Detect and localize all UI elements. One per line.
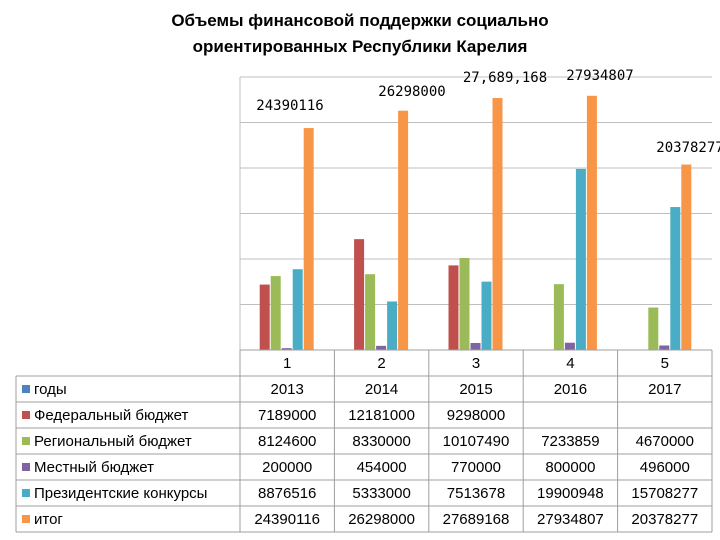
table-cell: 9298000 (447, 407, 505, 424)
data-label: 27934807 (566, 68, 633, 84)
bar-4-0 (292, 269, 303, 350)
table-cell: 8330000 (352, 433, 410, 450)
table-cell: 8876516 (258, 485, 316, 502)
bar-3-4 (659, 345, 670, 350)
legend-swatch (22, 385, 30, 393)
bar-1-2 (448, 265, 459, 350)
table-cell: 2015 (459, 381, 492, 398)
table-cell: 2013 (271, 381, 304, 398)
table-cell: 10107490 (443, 433, 510, 450)
bar-1-1 (354, 239, 365, 350)
data-label: 27,689,168 (463, 70, 547, 86)
legend-swatch (22, 437, 30, 445)
table-cell: 200000 (262, 459, 312, 476)
bar-4-1 (387, 301, 398, 350)
table-cell: 8124600 (258, 433, 316, 450)
bar-2-2 (459, 258, 470, 350)
chart-title: Объемы финансовой поддержки социально ор… (120, 8, 600, 60)
bar-2-0 (270, 276, 281, 350)
bar-5-1 (398, 110, 409, 350)
legend-swatch (22, 515, 30, 523)
bar-2-3 (553, 284, 564, 350)
category-label: 2 (377, 355, 385, 372)
table-cell: 24390116 (254, 511, 320, 528)
bar-5-2 (492, 98, 503, 351)
bar-5-0 (303, 128, 314, 350)
table-cell: 770000 (451, 459, 501, 476)
chart-title-line1: Объемы финансовой поддержки социально (171, 11, 549, 30)
table-cell: 7233859 (541, 433, 599, 450)
category-label: 1 (283, 355, 291, 372)
table-cell: 27689168 (443, 511, 510, 528)
legend-swatch (22, 489, 30, 497)
legend-label: итог (34, 511, 63, 528)
table-cell: 20378277 (631, 511, 698, 528)
table-cell: 4670000 (636, 433, 694, 450)
bar-3-1 (376, 345, 387, 350)
legend-label: годы (34, 381, 67, 398)
legend-label: Местный бюджет (34, 459, 154, 476)
chart-title-line2: ориентированных Республики Карелия (192, 37, 528, 56)
bar-4-4 (670, 207, 681, 350)
data-label: 24390116 (256, 98, 323, 114)
category-label: 4 (566, 355, 574, 372)
table-cell: 27934807 (537, 511, 604, 528)
table-cell: 15708277 (631, 485, 698, 502)
bar-3-2 (470, 342, 481, 350)
table-cell: 19900948 (537, 485, 604, 502)
data-label: 20378277 (656, 140, 720, 156)
category-label: 3 (472, 355, 480, 372)
table-cell: 454000 (357, 459, 407, 476)
data-label: 26298000 (378, 84, 445, 100)
legend-swatch (22, 411, 30, 419)
bar-4-2 (481, 281, 492, 350)
table-cell: 7189000 (258, 407, 316, 424)
legend-label: Региональный бюджет (34, 433, 192, 450)
category-label: 5 (661, 355, 669, 372)
bar-5-3 (586, 95, 597, 350)
table-cell: 5333000 (352, 485, 410, 502)
bar-3-0 (281, 348, 292, 350)
table-cell: 2016 (554, 381, 587, 398)
legend-swatch (22, 463, 30, 471)
table-cell: 2017 (648, 381, 681, 398)
table-cell: 12181000 (348, 407, 415, 424)
bar-5-4 (681, 164, 692, 350)
table-cell: 2014 (365, 381, 398, 398)
bar-2-4 (648, 307, 659, 350)
bar-2-1 (365, 274, 376, 350)
legend-label: Президентские конкурсы (34, 485, 207, 502)
table-cell: 7513678 (447, 485, 505, 502)
bar-3-3 (564, 342, 575, 350)
table-cell: 800000 (545, 459, 595, 476)
table-cell: 26298000 (348, 511, 415, 528)
bar-4-3 (575, 168, 586, 350)
legend-label: Федеральный бюджет (34, 407, 189, 424)
table-cell: 496000 (640, 459, 690, 476)
bar-1-0 (259, 284, 270, 350)
